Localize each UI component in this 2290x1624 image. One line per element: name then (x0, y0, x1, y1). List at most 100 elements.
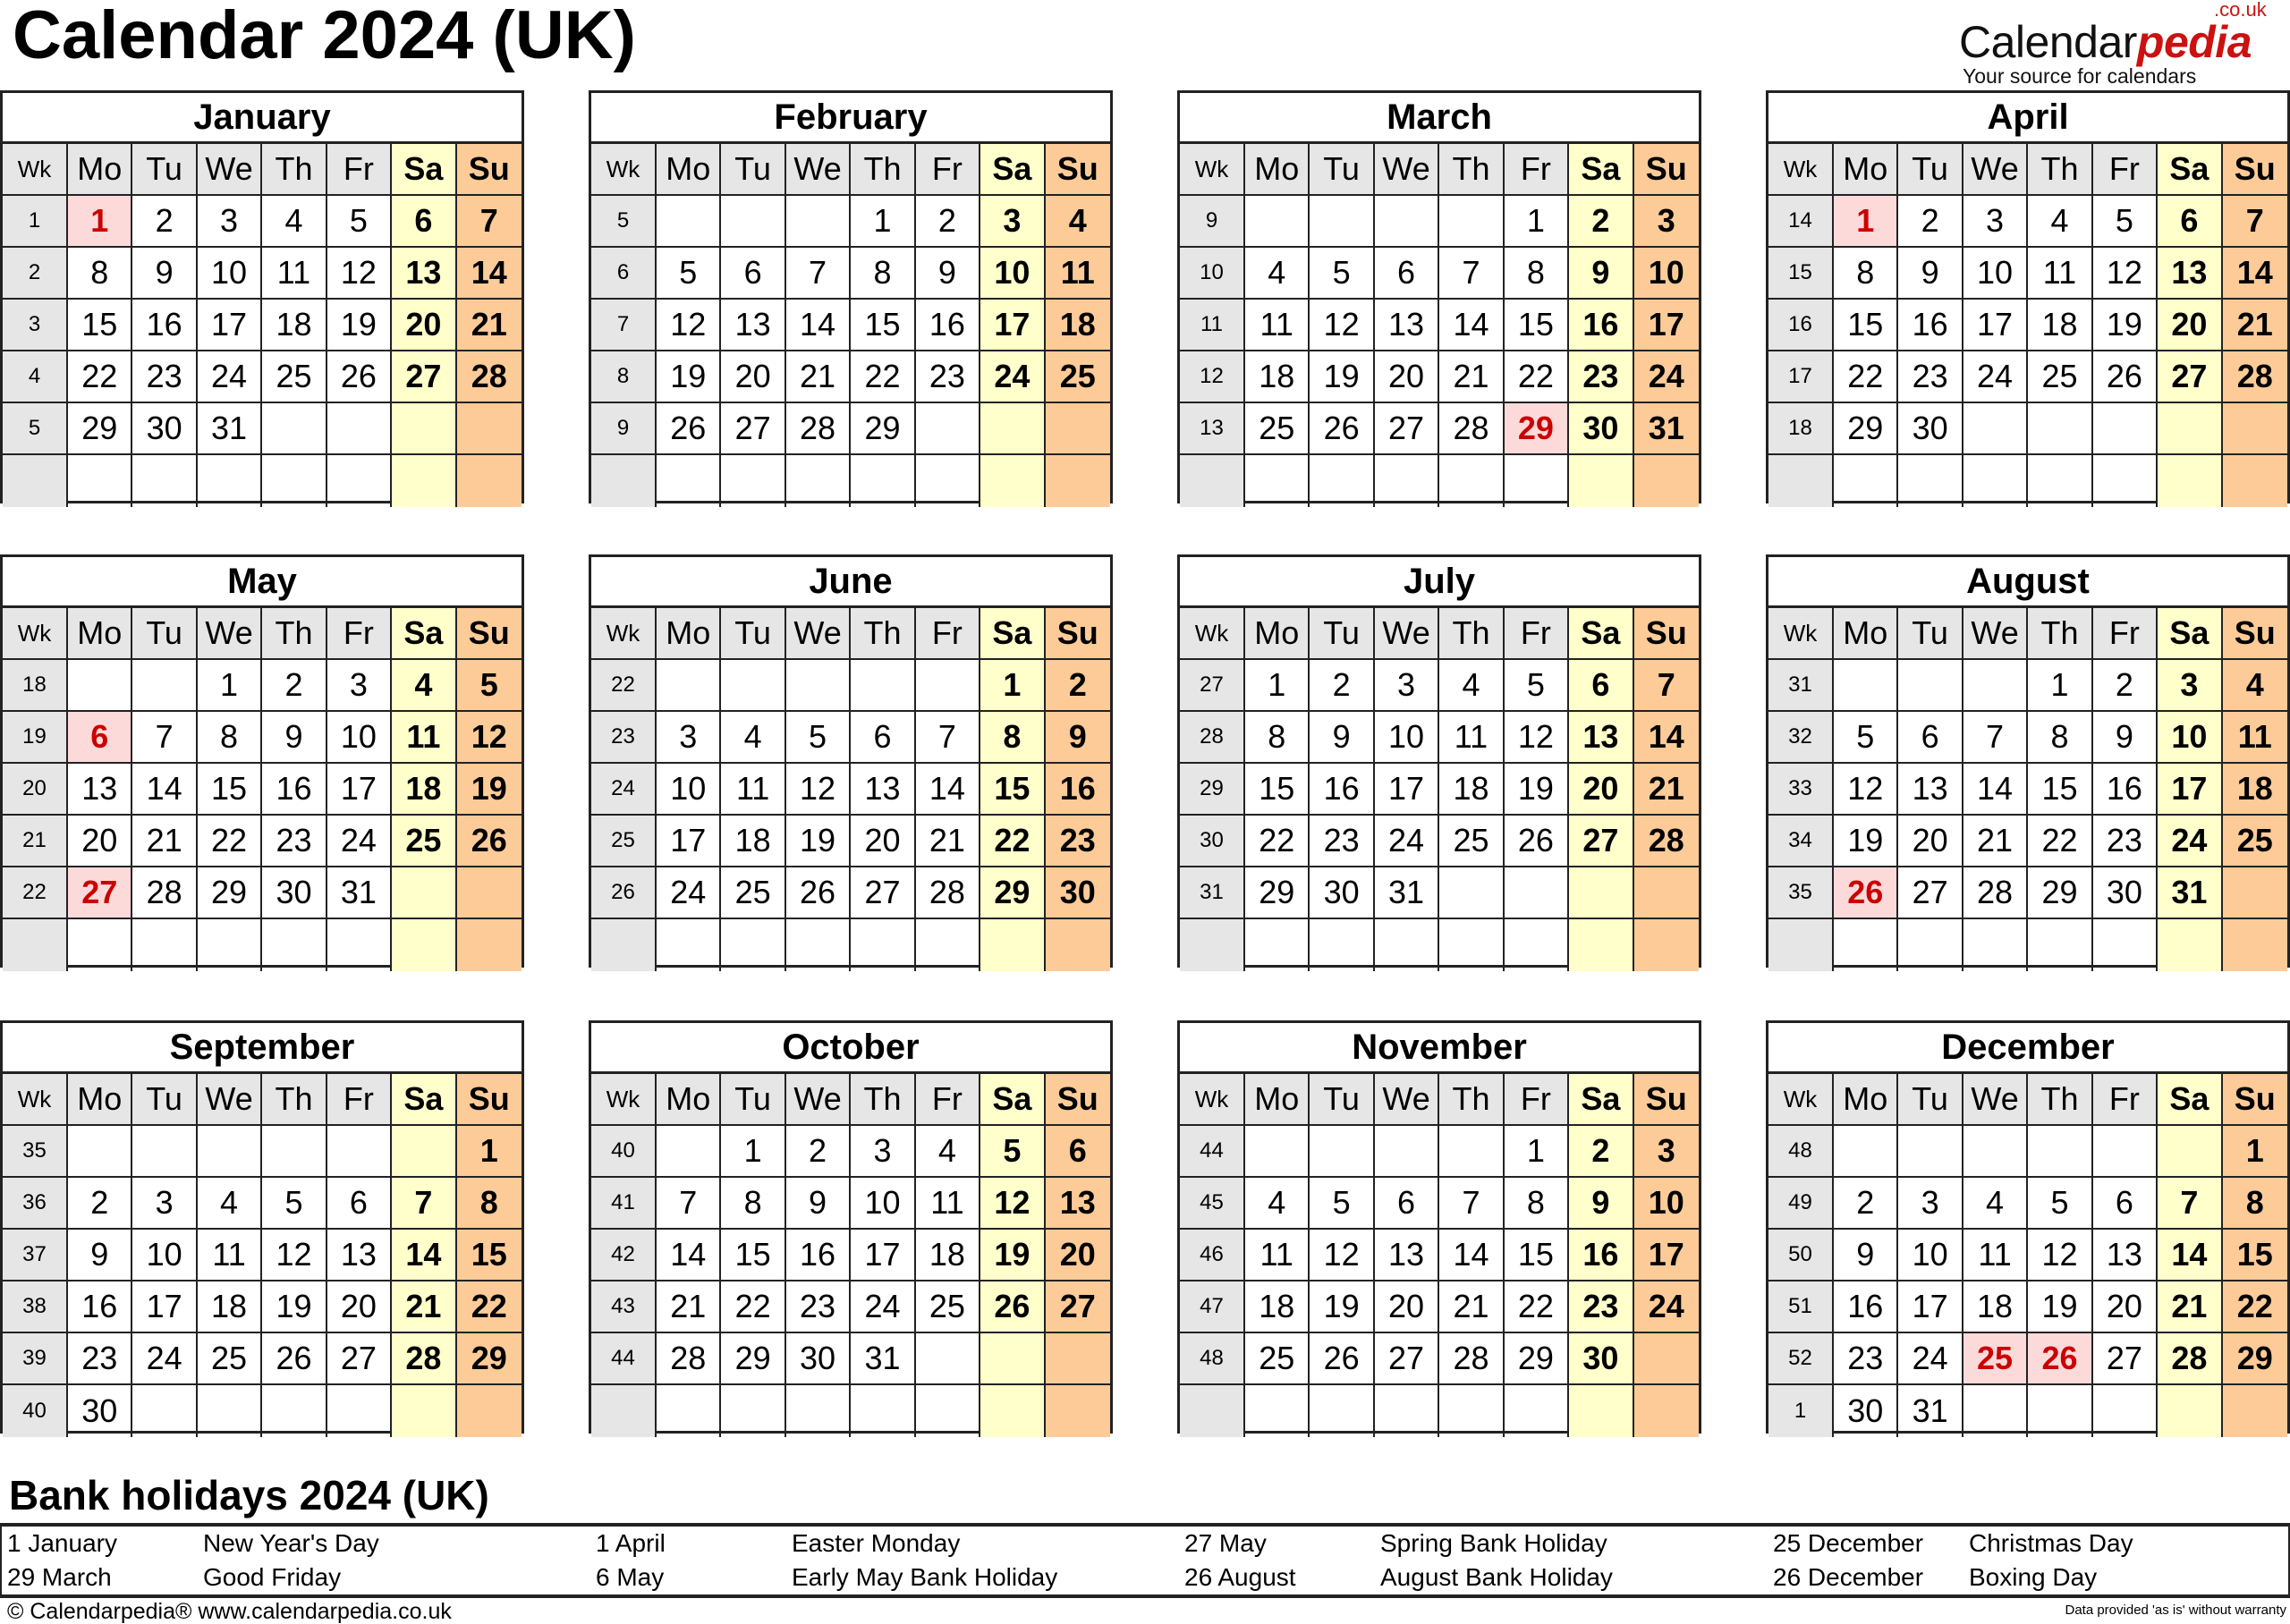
day-cell[interactable]: 11 (1963, 1230, 2029, 1281)
day-cell[interactable]: 16 (1898, 300, 1963, 351)
day-cell[interactable]: 3 (1633, 196, 1699, 248)
day-cell[interactable]: 24 (657, 867, 722, 919)
day-cell[interactable]: 6 (327, 1178, 393, 1230)
day-cell[interactable]: 23 (1045, 816, 1110, 867)
day-cell[interactable]: 5 (1504, 660, 1570, 712)
day-cell[interactable]: 14 (915, 764, 981, 816)
day-cell[interactable]: 20 (1569, 764, 1634, 816)
day-cell[interactable]: 29 (197, 867, 263, 919)
day-cell[interactable]: 24 (197, 351, 263, 403)
day-cell[interactable]: 1 (2222, 1126, 2287, 1178)
day-cell[interactable]: 4 (1439, 660, 1505, 712)
day-cell[interactable]: 14 (657, 1230, 722, 1281)
day-cell[interactable]: 15 (1834, 300, 1899, 351)
day-cell[interactable]: 12 (1834, 764, 1899, 816)
day-cell[interactable]: 10 (1963, 248, 2029, 300)
day-cell[interactable]: 4 (1245, 248, 1310, 300)
day-cell[interactable]: 15 (2028, 764, 2093, 816)
day-cell[interactable]: 20 (1374, 351, 1440, 403)
day-cell[interactable]: 26 (980, 1281, 1046, 1333)
day-cell[interactable]: 9 (1569, 1178, 1634, 1230)
day-cell[interactable]: 4 (392, 660, 457, 712)
day-cell[interactable]: 16 (1569, 1230, 1634, 1281)
day-cell[interactable]: 10 (1374, 712, 1440, 764)
day-cell[interactable]: 10 (980, 248, 1046, 300)
day-cell[interactable]: 5 (1310, 248, 1375, 300)
day-cell[interactable]: 6 (1045, 1126, 1110, 1178)
day-cell[interactable]: 27 (1569, 816, 1634, 867)
day-cell[interactable]: 2 (785, 1126, 852, 1178)
day-cell[interactable]: 21 (915, 816, 981, 867)
day-cell[interactable]: 17 (980, 300, 1046, 351)
day-cell[interactable]: 11 (915, 1178, 981, 1230)
day-cell[interactable]: 22 (2222, 1281, 2287, 1333)
day-cell[interactable]: 22 (2028, 816, 2093, 867)
day-cell[interactable]: 25 (1245, 1333, 1310, 1385)
day-cell[interactable]: 7 (1439, 1178, 1505, 1230)
day-cell[interactable]: 6 (721, 248, 786, 300)
day-cell[interactable]: 2 (1569, 1126, 1634, 1178)
day-cell[interactable]: 9 (68, 1230, 133, 1281)
day-cell[interactable]: 1 (1245, 660, 1310, 712)
day-cell[interactable]: 25 (392, 816, 457, 867)
day-cell[interactable]: 21 (1439, 1281, 1505, 1333)
day-cell[interactable]: 22 (68, 351, 133, 403)
day-cell[interactable]: 25 (2222, 816, 2287, 867)
day-cell[interactable]: 16 (785, 1230, 852, 1281)
holiday-day-cell[interactable]: 1 (1834, 196, 1899, 248)
day-cell[interactable]: 7 (132, 712, 198, 764)
day-cell[interactable]: 20 (1374, 1281, 1440, 1333)
day-cell[interactable]: 11 (1439, 712, 1505, 764)
day-cell[interactable]: 2 (915, 196, 981, 248)
day-cell[interactable]: 22 (1834, 351, 1899, 403)
day-cell[interactable]: 24 (1633, 1281, 1699, 1333)
day-cell[interactable]: 5 (456, 660, 522, 712)
day-cell[interactable]: 15 (851, 300, 916, 351)
day-cell[interactable]: 10 (851, 1178, 916, 1230)
day-cell[interactable]: 21 (785, 351, 852, 403)
day-cell[interactable]: 6 (392, 196, 457, 248)
day-cell[interactable]: 15 (721, 1230, 786, 1281)
day-cell[interactable]: 18 (1439, 764, 1505, 816)
day-cell[interactable]: 28 (392, 1333, 457, 1385)
day-cell[interactable]: 25 (1045, 351, 1110, 403)
day-cell[interactable]: 13 (721, 300, 786, 351)
day-cell[interactable]: 3 (327, 660, 393, 712)
day-cell[interactable]: 21 (1633, 764, 1699, 816)
day-cell[interactable]: 10 (657, 764, 722, 816)
day-cell[interactable]: 18 (915, 1230, 981, 1281)
day-cell[interactable]: 2 (2092, 660, 2159, 712)
day-cell[interactable]: 28 (1439, 403, 1505, 455)
holiday-day-cell[interactable]: 29 (1504, 403, 1570, 455)
day-cell[interactable]: 12 (327, 248, 393, 300)
day-cell[interactable]: 13 (2092, 1230, 2159, 1281)
day-cell[interactable]: 12 (456, 712, 522, 764)
day-cell[interactable]: 10 (1633, 1178, 1699, 1230)
day-cell[interactable]: 14 (1439, 300, 1505, 351)
day-cell[interactable]: 24 (851, 1281, 916, 1333)
day-cell[interactable]: 10 (197, 248, 263, 300)
day-cell[interactable]: 5 (785, 712, 852, 764)
day-cell[interactable]: 30 (262, 867, 327, 919)
holiday-day-cell[interactable]: 27 (68, 867, 133, 919)
day-cell[interactable]: 29 (980, 867, 1046, 919)
day-cell[interactable]: 2 (262, 660, 327, 712)
day-cell[interactable]: 17 (1374, 764, 1440, 816)
day-cell[interactable]: 1 (197, 660, 263, 712)
day-cell[interactable]: 1 (1504, 196, 1570, 248)
day-cell[interactable]: 8 (2028, 712, 2093, 764)
day-cell[interactable]: 2 (68, 1178, 133, 1230)
holiday-day-cell[interactable]: 6 (68, 712, 133, 764)
day-cell[interactable]: 15 (1504, 300, 1570, 351)
day-cell[interactable]: 2 (1569, 196, 1634, 248)
day-cell[interactable]: 14 (2222, 248, 2287, 300)
day-cell[interactable]: 21 (132, 816, 198, 867)
day-cell[interactable]: 11 (1245, 300, 1310, 351)
day-cell[interactable]: 15 (197, 764, 263, 816)
day-cell[interactable]: 30 (1898, 403, 1963, 455)
day-cell[interactable]: 19 (785, 816, 852, 867)
day-cell[interactable]: 10 (2158, 712, 2223, 764)
day-cell[interactable]: 19 (1504, 764, 1570, 816)
day-cell[interactable]: 12 (980, 1178, 1046, 1230)
day-cell[interactable]: 19 (2028, 1281, 2093, 1333)
